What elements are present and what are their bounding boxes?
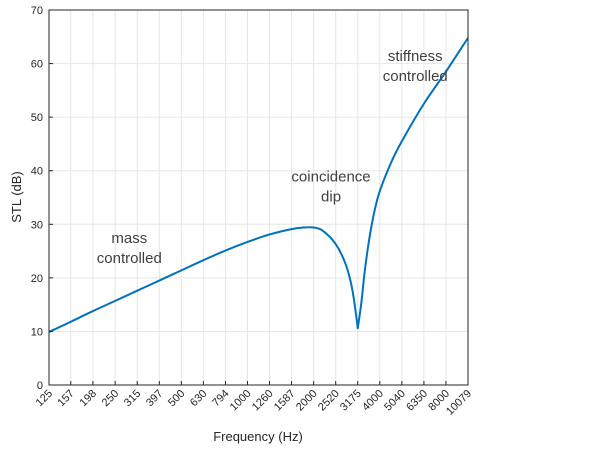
y-tick-label: 0 bbox=[37, 380, 43, 392]
x-axis: 125 157 198 250 315 397 500 630 7941000126015872… bbox=[34, 381, 474, 418]
plot-frame bbox=[48, 9, 469, 386]
x-tick-label: 6350 bbox=[404, 388, 430, 414]
x-tick-label: 3175 bbox=[338, 388, 364, 414]
x-tick-label: 1000 bbox=[228, 388, 254, 414]
y-axis-label: STL (dB) bbox=[9, 171, 24, 223]
y-tick-label: 70 bbox=[31, 5, 43, 17]
grid bbox=[48, 9, 469, 386]
annotations: mass controlled coincidence dip stiffness con… bbox=[97, 48, 448, 267]
x-tick-label: 198 bbox=[78, 388, 99, 409]
y-axis: 0 10 20 30 40 50 60 70 bbox=[31, 5, 53, 392]
x-tick-label: 10079 bbox=[444, 388, 474, 418]
annotation-label: mass controlled bbox=[97, 230, 162, 267]
y-tick-label: 30 bbox=[31, 219, 43, 231]
x-tick-label: 4000 bbox=[360, 388, 386, 414]
x-tick-label: 5040 bbox=[382, 388, 408, 414]
x-tick-label: 2000 bbox=[294, 388, 320, 414]
x-tick-label: 1587 bbox=[272, 388, 298, 414]
plot-background bbox=[49, 10, 468, 385]
y-tick-label: 40 bbox=[31, 166, 43, 178]
x-tick-label: 500 bbox=[166, 388, 187, 409]
annotation-label: stiffness controlled bbox=[383, 48, 448, 85]
x-tick-label: 1260 bbox=[250, 388, 276, 414]
x-tick-label: 630 bbox=[188, 388, 209, 409]
x-tick-label: 2520 bbox=[316, 388, 342, 414]
x-tick-label: 397 bbox=[144, 388, 165, 409]
x-tick-label: 250 bbox=[100, 388, 121, 409]
annotation-label: coincidence dip bbox=[291, 168, 370, 205]
y-tick-label: 10 bbox=[31, 326, 43, 338]
series-layer bbox=[48, 37, 469, 333]
x-axis-label: Frequency (Hz) bbox=[213, 429, 303, 444]
stl-series-line bbox=[48, 37, 469, 333]
x-tick-label: 157 bbox=[55, 388, 76, 409]
y-tick-label: 60 bbox=[31, 59, 43, 71]
x-tick-label: 315 bbox=[122, 388, 143, 409]
y-tick-label: 50 bbox=[31, 112, 43, 124]
y-tick-label: 20 bbox=[31, 273, 43, 285]
